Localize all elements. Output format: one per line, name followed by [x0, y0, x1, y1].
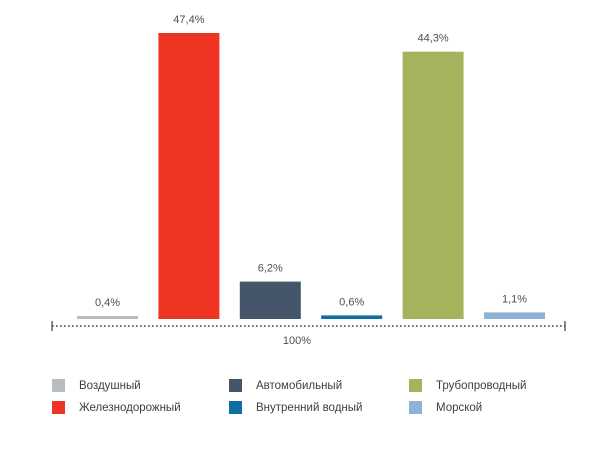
legend-swatch: [52, 401, 65, 414]
bar-auto: [239, 281, 301, 319]
legend-item-pipeline: Трубопроводный: [409, 379, 526, 392]
bars-group: [77, 33, 545, 319]
value-label-auto: 6,2%: [258, 263, 283, 275]
legend-item-auto: Автомобильный: [229, 379, 342, 392]
bar-sea: [484, 312, 545, 319]
legend-swatch: [409, 379, 422, 392]
legend-swatch: [52, 379, 65, 392]
legend-item-inland-water: Внутренний водный: [229, 401, 362, 414]
legend-label: Воздушный: [79, 379, 141, 392]
value-label-rail: 47,4%: [173, 14, 204, 26]
value-label-pipeline: 44,3%: [417, 33, 448, 45]
bar-inland-water: [321, 315, 383, 319]
value-label-air: 0,4%: [95, 297, 120, 309]
legend-label: Морской: [436, 401, 483, 414]
legend-label: Железнодорожный: [79, 401, 181, 414]
legend-item-air: Воздушный: [52, 379, 141, 392]
legend-label: Внутренний водный: [256, 401, 363, 414]
value-label-inland-water: 0,6%: [339, 296, 364, 308]
value-labels-group: 0,4% 47,4% 6,2% 0,6% 44,3% 1,1%: [95, 14, 527, 309]
legend-swatch: [229, 401, 242, 414]
bar-rail: [158, 33, 220, 319]
legend-item-sea: Морской: [409, 401, 482, 414]
legend-label: Трубопроводный: [436, 379, 527, 392]
bar-pipeline: [402, 51, 464, 319]
bar-air: [77, 316, 138, 319]
legend-item-rail: Железнодорожный: [52, 401, 181, 414]
value-label-sea: 1,1%: [502, 293, 527, 305]
legend-swatch: [229, 379, 242, 392]
total-axis: 100%: [51, 321, 566, 347]
legend-swatch: [409, 401, 422, 414]
total-label: 100%: [283, 335, 311, 347]
legend-label: Автомобильный: [256, 379, 343, 392]
